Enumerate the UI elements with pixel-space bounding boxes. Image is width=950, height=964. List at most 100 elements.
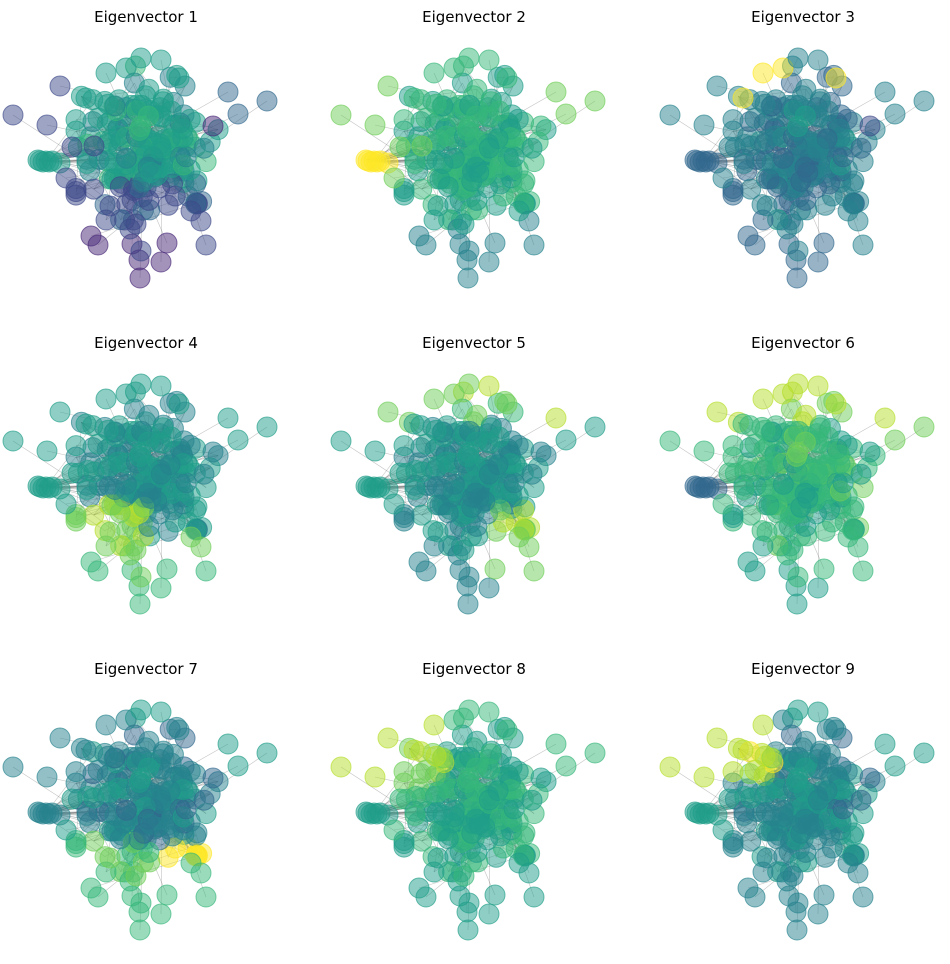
node (411, 135, 433, 157)
node (423, 714, 445, 736)
node (807, 137, 829, 159)
panel-title: Eigenvector 1 (94, 8, 198, 26)
node (837, 200, 859, 222)
node (355, 475, 377, 497)
node (772, 473, 794, 495)
nodes (2, 373, 278, 615)
node (411, 830, 433, 852)
node (125, 865, 147, 887)
node (807, 789, 829, 811)
node (83, 461, 105, 483)
node (807, 251, 829, 273)
node (80, 551, 102, 573)
node (175, 472, 197, 494)
panel-title: Eigenvector 4 (94, 334, 198, 352)
node (2, 430, 24, 452)
node (807, 463, 829, 485)
node (786, 593, 808, 615)
node (97, 745, 119, 767)
panel-title: Eigenvector 6 (751, 334, 855, 352)
node (156, 884, 178, 906)
panel-6: Eigenvector 6 (659, 334, 935, 615)
node (61, 462, 83, 484)
node (807, 903, 829, 925)
node (377, 75, 399, 97)
node (837, 852, 859, 874)
node (754, 419, 776, 441)
node (458, 240, 480, 262)
node (180, 526, 202, 548)
node (408, 551, 430, 573)
node (389, 788, 411, 810)
node (480, 417, 502, 439)
nodes (330, 373, 606, 615)
node (555, 755, 577, 777)
node (706, 727, 728, 749)
node (256, 416, 278, 438)
node (27, 149, 49, 171)
node (130, 892, 152, 914)
node (794, 431, 816, 453)
nodes (2, 47, 278, 289)
node (458, 892, 480, 914)
node (2, 756, 24, 778)
node (659, 104, 681, 126)
node (782, 865, 804, 887)
node (150, 903, 172, 925)
node (83, 135, 105, 157)
node (99, 847, 121, 869)
node (756, 847, 778, 869)
node (150, 701, 172, 723)
node (754, 93, 776, 115)
node (195, 886, 217, 908)
node (115, 473, 137, 495)
node (752, 388, 774, 410)
node (437, 176, 459, 198)
node (740, 787, 762, 809)
node (443, 799, 465, 821)
node (217, 733, 239, 755)
node (684, 475, 706, 497)
node (706, 75, 728, 97)
node (150, 577, 172, 599)
node (545, 733, 567, 755)
node (478, 577, 500, 599)
node (684, 801, 706, 823)
node (355, 801, 377, 823)
node (140, 487, 162, 509)
node (364, 114, 386, 136)
node (706, 401, 728, 423)
node (423, 388, 445, 410)
node (732, 739, 754, 761)
node (137, 105, 159, 127)
node (756, 195, 778, 217)
node (772, 57, 794, 79)
node (427, 847, 449, 869)
node (227, 429, 249, 451)
node (130, 699, 152, 721)
node (443, 473, 465, 495)
node (545, 407, 567, 429)
node (403, 739, 425, 761)
node (825, 393, 847, 415)
nodes (330, 699, 606, 941)
node (411, 504, 433, 526)
node (364, 766, 386, 788)
node (152, 91, 174, 113)
node (156, 558, 178, 580)
node (874, 81, 896, 103)
node (458, 373, 480, 395)
node (175, 798, 197, 820)
node (859, 767, 881, 789)
node (809, 417, 831, 439)
node (180, 200, 202, 222)
node (130, 240, 152, 262)
node (832, 472, 854, 494)
node (530, 441, 552, 463)
node (457, 267, 479, 289)
node (202, 115, 224, 137)
node (850, 463, 872, 485)
node (852, 560, 874, 582)
node (521, 463, 543, 485)
node (766, 828, 788, 850)
